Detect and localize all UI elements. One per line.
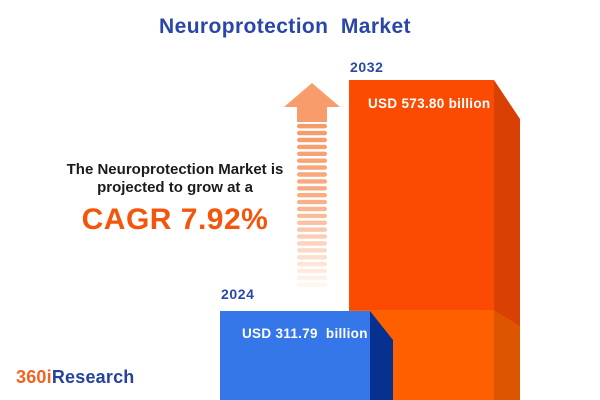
arrow-stripes [297, 124, 327, 288]
page-title: Neuroprotection Market [159, 15, 411, 38]
logo-research-text: Research [51, 367, 135, 387]
growth-annotation: The Neuroprotection Market is projected … [30, 161, 320, 237]
annotation-line-1: The Neuroprotection Market is [66, 161, 284, 178]
bar-year-label-2032: 2032 [350, 59, 384, 75]
cagr-value: CAGR 7.92% [81, 202, 269, 236]
logo-360iresearch: 360iResearch [16, 367, 135, 388]
bar-2024 [220, 311, 393, 400]
bar-year-label-2024: 2024 [221, 286, 255, 302]
bar-2024-side-face [370, 311, 393, 400]
logo-360i-text: 360i [16, 367, 52, 387]
bar-2024-front-face [220, 311, 370, 400]
growth-arrow-icon [284, 83, 340, 288]
bar-value-label-2032: USD 573.80 billion [368, 96, 491, 111]
arrow-head [284, 83, 340, 122]
bar-value-label-2024: USD 311.79 billion [242, 326, 368, 341]
annotation-line-2: projected to grow at a [97, 179, 253, 197]
bar-2032-lower-side-face [494, 310, 520, 400]
